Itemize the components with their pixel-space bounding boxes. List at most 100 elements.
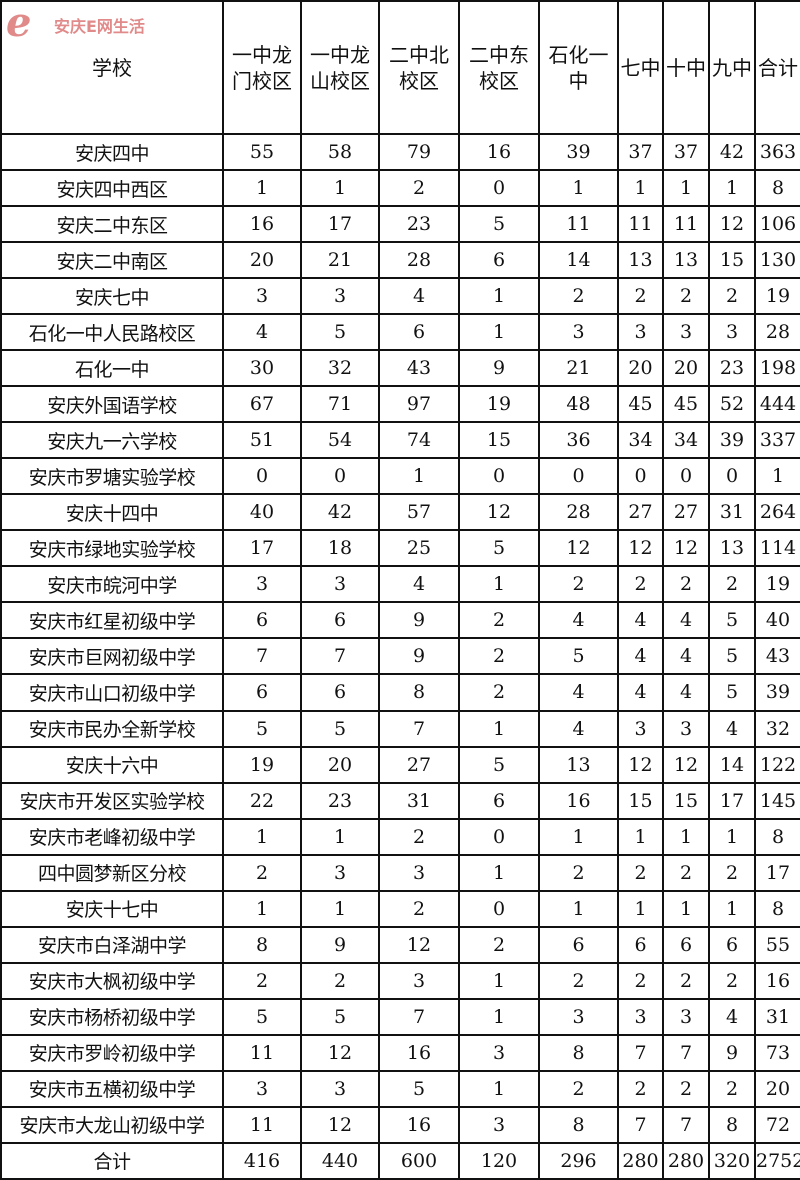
school-name-cell: 安庆市大龙山初级中学 (0, 1105, 224, 1144)
value-cell: 2 (662, 277, 710, 316)
value-cell: 20 (300, 745, 380, 784)
value-cell: 3 (300, 565, 380, 604)
value-cell: 4 (662, 601, 710, 640)
value-cell: 6 (538, 925, 619, 964)
table-row: 安庆市罗塘实验学校 0 0 1 0 0 0 0 0 1 (0, 457, 800, 496)
value-cell: 9 (708, 1033, 756, 1072)
value-cell: 42 (708, 132, 756, 172)
value-cell: 1 (458, 997, 540, 1036)
value-cell: 16 (458, 132, 540, 172)
value-cell: 2 (662, 853, 710, 892)
value-cell: 18 (300, 529, 380, 568)
value-cell: 27 (617, 493, 664, 532)
value-cell: 2 (538, 565, 619, 604)
value-cell: 3 (617, 997, 664, 1036)
table-row: 安庆市大龙山初级中学 11 12 16 3 8 7 7 8 72 (0, 1105, 800, 1144)
value-cell: 6 (708, 925, 756, 964)
school-name-cell: 石化一中人民路校区 (0, 313, 224, 352)
value-cell: 2 (538, 277, 619, 316)
value-cell: 3 (222, 277, 302, 316)
school-name-cell: 四中圆梦新区分校 (0, 853, 224, 892)
value-cell: 4 (708, 997, 756, 1036)
value-cell: 7 (662, 1105, 710, 1144)
table-row: 安庆市红星初级中学 6 6 9 2 4 4 4 5 40 (0, 601, 800, 640)
value-cell: 15 (708, 241, 756, 280)
value-cell: 5 (708, 637, 756, 676)
table-row: 安庆市五横初级中学 3 3 5 1 2 2 2 2 20 (0, 1069, 800, 1108)
school-name-cell: 安庆市大枫初级中学 (0, 961, 224, 1000)
value-cell: 0 (458, 889, 540, 928)
value-cell: 22 (222, 781, 302, 820)
value-cell: 6 (378, 313, 460, 352)
value-cell: 31 (378, 781, 460, 820)
school-name-cell: 安庆市罗塘实验学校 (0, 457, 224, 496)
value-cell: 55 (754, 925, 800, 964)
value-cell: 1 (617, 889, 664, 928)
value-cell: 20 (754, 1069, 800, 1108)
value-cell: 36 (538, 421, 619, 460)
value-cell: 7 (662, 1033, 710, 1072)
value-cell: 120 (458, 1141, 540, 1180)
value-cell: 114 (754, 529, 800, 568)
value-cell: 130 (754, 241, 800, 280)
value-cell: 17 (708, 781, 756, 820)
value-cell: 1 (662, 889, 710, 928)
school-name-cell: 安庆二中东区 (0, 205, 224, 244)
value-cell: 2 (458, 925, 540, 964)
value-cell: 1 (458, 709, 540, 748)
column-header: 九中 (708, 0, 756, 135)
value-cell: 13 (708, 529, 756, 568)
value-cell: 2 (708, 1069, 756, 1108)
value-cell: 6 (458, 781, 540, 820)
table-row: 安庆市开发区实验学校 22 23 31 6 16 15 15 17 145 (0, 781, 800, 820)
value-cell: 58 (300, 132, 380, 172)
value-cell: 11 (538, 205, 619, 244)
value-cell: 73 (754, 1033, 800, 1072)
value-cell: 12 (458, 493, 540, 532)
value-cell: 27 (378, 745, 460, 784)
value-cell: 2 (708, 853, 756, 892)
value-cell: 2 (708, 961, 756, 1000)
value-cell: 42 (300, 493, 380, 532)
value-cell: 67 (222, 385, 302, 424)
value-cell: 43 (378, 349, 460, 388)
value-cell: 1 (538, 169, 619, 208)
value-cell: 5 (300, 997, 380, 1036)
value-cell: 16 (222, 205, 302, 244)
value-cell: 4 (617, 601, 664, 640)
value-cell: 2 (662, 565, 710, 604)
value-cell: 97 (378, 385, 460, 424)
value-cell: 3 (300, 853, 380, 892)
value-cell: 5 (538, 637, 619, 676)
table-row: 安庆九一六学校 51 54 74 15 36 34 34 39 337 (0, 421, 800, 460)
value-cell: 122 (754, 745, 800, 784)
value-cell: 8 (538, 1105, 619, 1144)
value-cell: 2 (662, 961, 710, 1000)
value-cell: 5 (378, 1069, 460, 1108)
value-cell: 9 (378, 637, 460, 676)
table-row: 安庆四中 55 58 79 16 39 37 37 42 363 (0, 132, 800, 172)
value-cell: 1 (617, 817, 664, 856)
value-cell: 1 (458, 961, 540, 1000)
value-cell: 4 (378, 277, 460, 316)
value-cell: 32 (754, 709, 800, 748)
value-cell: 2 (617, 1069, 664, 1108)
value-cell: 2 (458, 601, 540, 640)
value-cell: 1 (538, 817, 619, 856)
value-cell: 296 (538, 1141, 619, 1180)
value-cell: 440 (300, 1141, 380, 1180)
value-cell: 2 (300, 961, 380, 1000)
table-row: 安庆市杨桥初级中学 5 5 7 1 3 3 3 4 31 (0, 997, 800, 1036)
value-cell: 600 (378, 1141, 460, 1180)
value-cell: 6 (222, 673, 302, 712)
school-name-cell: 合计 (0, 1141, 224, 1180)
value-cell: 15 (617, 781, 664, 820)
value-cell: 8 (754, 169, 800, 208)
school-name-cell: 安庆十四中 (0, 493, 224, 532)
value-cell: 19 (754, 565, 800, 604)
value-cell: 4 (617, 673, 664, 712)
table-row: 安庆七中 3 3 4 1 2 2 2 2 19 (0, 277, 800, 316)
value-cell: 0 (458, 169, 540, 208)
value-cell: 16 (378, 1033, 460, 1072)
